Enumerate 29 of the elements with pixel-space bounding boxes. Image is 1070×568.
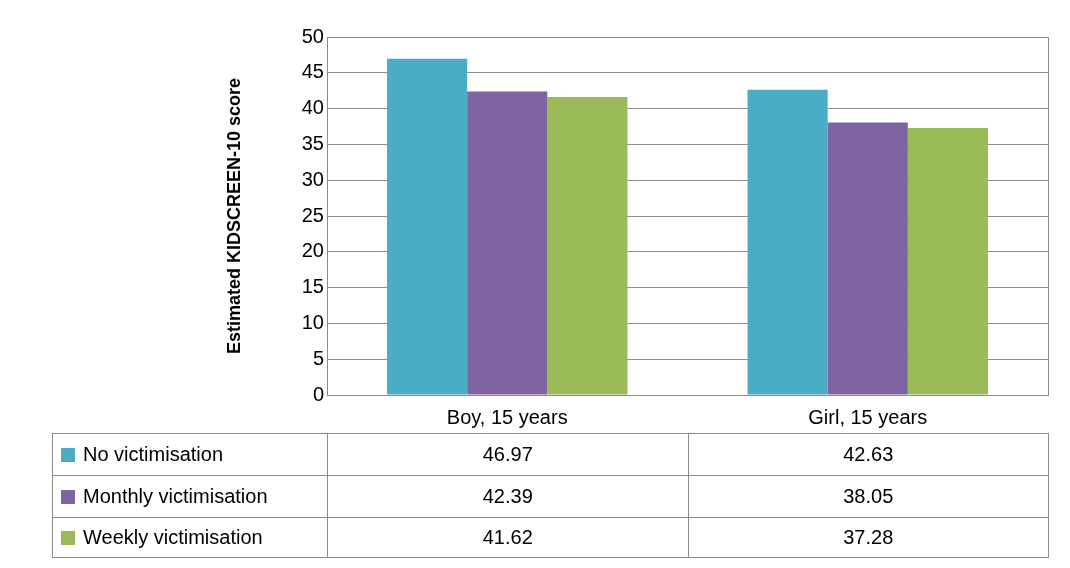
data-label: 46.97 [327, 433, 689, 476]
y-tick-label: 25 [301, 203, 324, 226]
bar [467, 91, 548, 395]
y-tick-label: 0 [312, 382, 324, 405]
bar [387, 58, 468, 395]
data-label: 38.05 [687, 475, 1049, 518]
y-axis-title: Estimated KIDSCREEN-10 score [223, 77, 244, 355]
legend-label: No victimisation [83, 443, 224, 466]
y-tick-label: 20 [301, 239, 324, 262]
bar [907, 128, 988, 395]
y-tick-label: 45 [301, 60, 324, 83]
bar [547, 97, 628, 395]
bar [827, 122, 908, 395]
y-tick-label: 35 [301, 131, 324, 154]
data-label: 42.39 [327, 475, 689, 518]
y-tick-label: 5 [312, 346, 324, 369]
y-tick-label: 40 [301, 96, 324, 119]
y-tick-label: 50 [301, 24, 324, 47]
y-tick-label: 15 [301, 275, 324, 298]
x-tick-label: Boy, 15 years [446, 405, 568, 428]
bar [747, 89, 828, 395]
legend-label: Monthly victimisation [83, 485, 268, 508]
y-tick-label: 10 [301, 310, 324, 333]
legend-label: Weekly victimisation [83, 526, 263, 549]
data-label: 42.63 [687, 433, 1049, 476]
y-tick-label: 30 [301, 167, 324, 190]
data-label: 37.28 [687, 517, 1049, 558]
x-tick-label: Girl, 15 years [808, 405, 928, 428]
data-label: 41.62 [327, 517, 689, 558]
